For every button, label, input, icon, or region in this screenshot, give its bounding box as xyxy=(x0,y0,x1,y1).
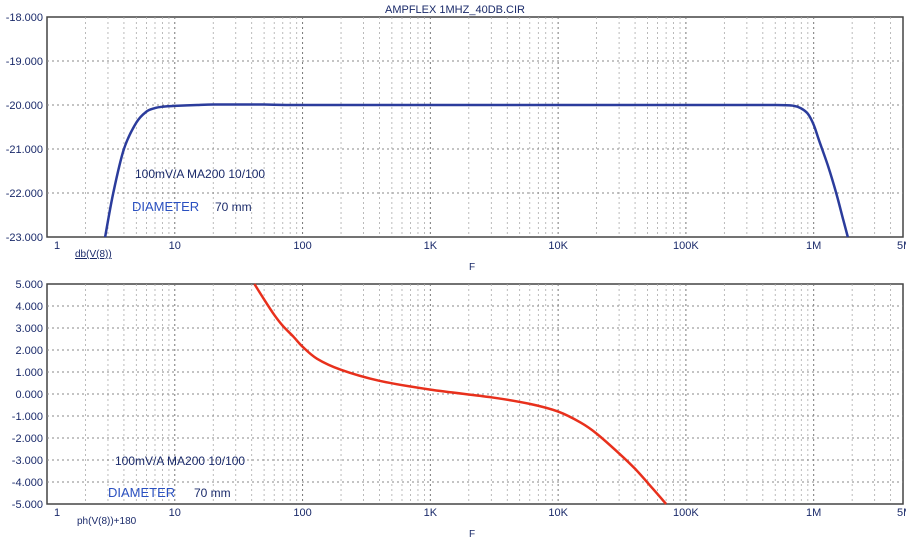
magnitude-y-tick-labels: -18.000 -19.000 -20.000 -21.000 -22.000 -23.0… xyxy=(6,12,43,244)
magnitude-y-tick-label: -22.000 xyxy=(6,188,43,200)
phase-y-tick-label: 1.000 xyxy=(15,367,43,379)
magnitude-x-axis-label: F xyxy=(469,262,475,273)
phase-x-tick-label: 1M xyxy=(806,507,821,519)
phase-grid xyxy=(47,284,903,504)
phase-y-tick-label: 4.000 xyxy=(15,301,43,313)
phase-y-tick-label: 2.000 xyxy=(15,345,43,357)
magnitude-x-tick-label: 100K xyxy=(673,240,699,252)
phase-x-tick-label: 100K xyxy=(673,507,699,519)
phase-y-tick-label: 0.000 xyxy=(15,389,43,401)
magnitude-x-tick-label: 1 xyxy=(54,240,60,252)
phase-x-tick-label: 10K xyxy=(548,507,568,519)
magnitude-x-tick-label: 10K xyxy=(548,240,568,252)
phase-x-tick-label: 100 xyxy=(293,507,311,519)
phase-x-tick-label: 1 xyxy=(54,507,60,519)
phase-y-tick-label: -5.000 xyxy=(12,499,43,511)
phase-x-tick-label: 5M xyxy=(897,507,906,519)
phase-annotation-probe: 100mV/A MA200 10/100 xyxy=(115,454,245,468)
magnitude-plot-frame xyxy=(46,16,904,238)
magnitude-annotation-size: 70 mm xyxy=(215,200,252,214)
magnitude-x-tick-label: 1M xyxy=(806,240,821,252)
phase-y-tick-label: 5.000 xyxy=(15,279,43,291)
magnitude-annotation-diameter: DIAMETER xyxy=(132,199,199,214)
magnitude-x-tick-labels: 1 10 100 1K 10K 100K 1M 5M xyxy=(54,240,906,252)
magnitude-plot-panel: -18.000 -19.000 -20.000 -21.000 -22.000 -23.0… xyxy=(6,12,906,273)
magnitude-annotation-probe: 100mV/A MA200 10/100 xyxy=(135,167,265,181)
magnitude-x-tick-label: 10 xyxy=(169,240,181,252)
phase-series-line xyxy=(253,283,668,505)
magnitude-grid xyxy=(47,17,903,237)
magnitude-y-tick-label: -18.000 xyxy=(6,12,43,24)
phase-x-tick-labels: 1 10 100 1K 10K 100K 1M 5M xyxy=(54,507,906,519)
magnitude-y-tick-label: -23.000 xyxy=(6,232,43,244)
phase-y-tick-labels: 5.000 4.000 3.000 2.000 1.000 0.000 -1.000 -2.0… xyxy=(12,279,43,511)
phase-y-tick-label: -1.000 xyxy=(12,411,43,423)
phase-series-legend: ph(V(8))+180 xyxy=(77,516,137,527)
magnitude-series-line xyxy=(103,103,850,238)
magnitude-y-tick-label: -20.000 xyxy=(6,100,43,112)
phase-annotation-size: 70 mm xyxy=(194,486,231,500)
chart-title: AMPFLEX 1MHZ_40DB.CIR xyxy=(385,4,525,16)
phase-x-axis-label: F xyxy=(469,529,475,540)
magnitude-y-tick-label: -19.000 xyxy=(6,56,43,68)
phase-y-tick-label: 3.000 xyxy=(15,323,43,335)
phase-x-tick-label: 1K xyxy=(424,507,438,519)
phase-y-tick-label: -2.000 xyxy=(12,433,43,445)
magnitude-x-tick-label: 5M xyxy=(897,240,906,252)
phase-y-tick-label: -4.000 xyxy=(12,477,43,489)
magnitude-y-tick-label: -21.000 xyxy=(6,144,43,156)
phase-plot-panel: 5.000 4.000 3.000 2.000 1.000 0.000 -1.000 -2.0… xyxy=(12,279,906,540)
magnitude-series-legend: db(V(8)) xyxy=(75,249,112,260)
magnitude-x-tick-label: 1K xyxy=(424,240,438,252)
magnitude-x-tick-label: 100 xyxy=(293,240,311,252)
phase-y-tick-label: -3.000 xyxy=(12,455,43,467)
phase-x-tick-label: 10 xyxy=(169,507,181,519)
phase-annotation-diameter: DIAMETER xyxy=(108,485,175,500)
